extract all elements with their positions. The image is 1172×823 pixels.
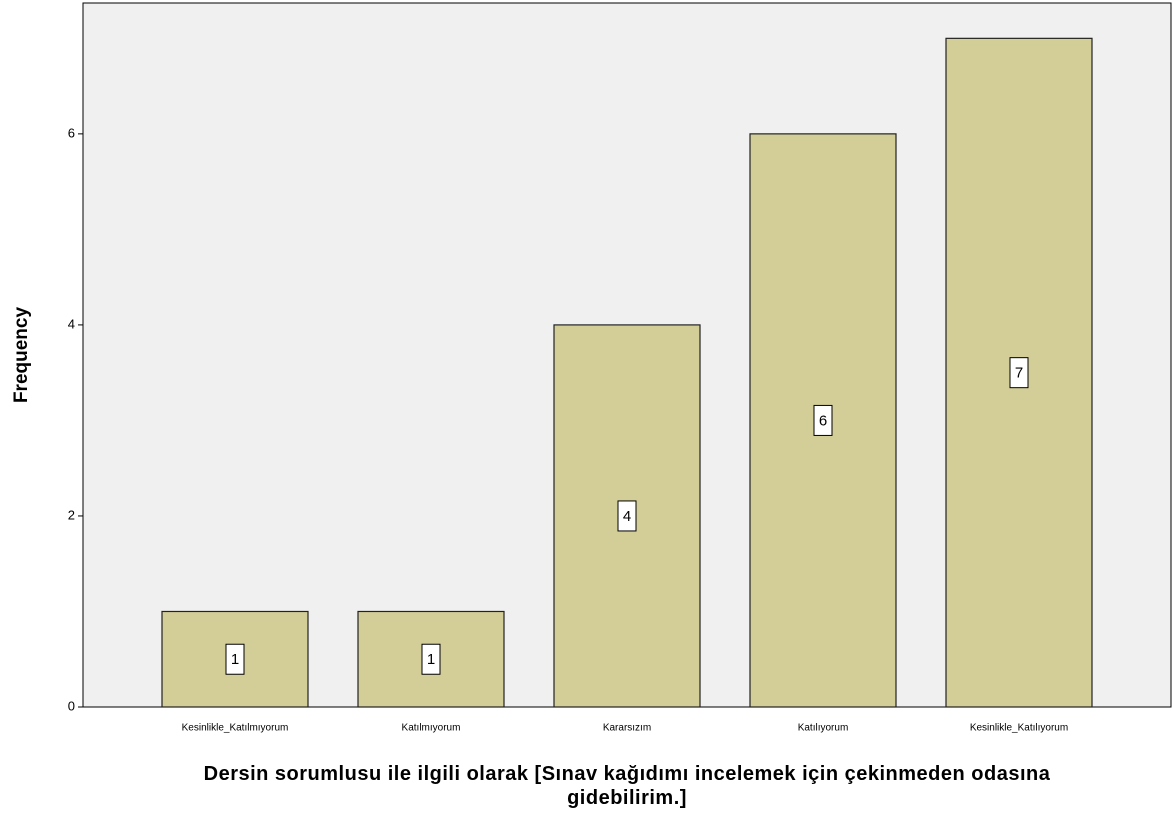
x-tick-label: Kararsızım <box>603 723 651 734</box>
data-label-box <box>617 500 637 532</box>
x-tick-label: Katılıyorum <box>798 723 849 734</box>
data-label: 4 <box>623 508 631 525</box>
y-tick-label: 4 <box>68 316 75 331</box>
data-label: 7 <box>1015 365 1023 382</box>
y-tick-label: 0 <box>68 698 75 713</box>
x-tick-label: Katılmıyorum <box>402 723 461 734</box>
x-tick-label: Kesinlikle_Katılıyorum <box>970 723 1068 734</box>
data-label-box <box>813 404 833 436</box>
data-label-box <box>1009 357 1029 389</box>
data-label-box <box>225 643 245 675</box>
data-label: 1 <box>427 651 435 668</box>
x-tick-label: Kesinlikle_Katılmıyorum <box>182 723 289 734</box>
data-label: 6 <box>819 412 827 429</box>
y-tick-label: 6 <box>68 125 75 140</box>
chart: Frequency 0 2 4 6 Kesinlikle_Katılmıyorum 1 Ka… <box>11 2 1172 734</box>
x-axis-label: Dersin sorumlusu ile ilgili olarak [Sına… <box>203 763 1051 809</box>
data-label: 1 <box>231 651 239 668</box>
data-label-box <box>421 643 441 675</box>
y-tick-label: 2 <box>68 507 75 522</box>
y-axis-label: Frequency <box>11 307 32 404</box>
